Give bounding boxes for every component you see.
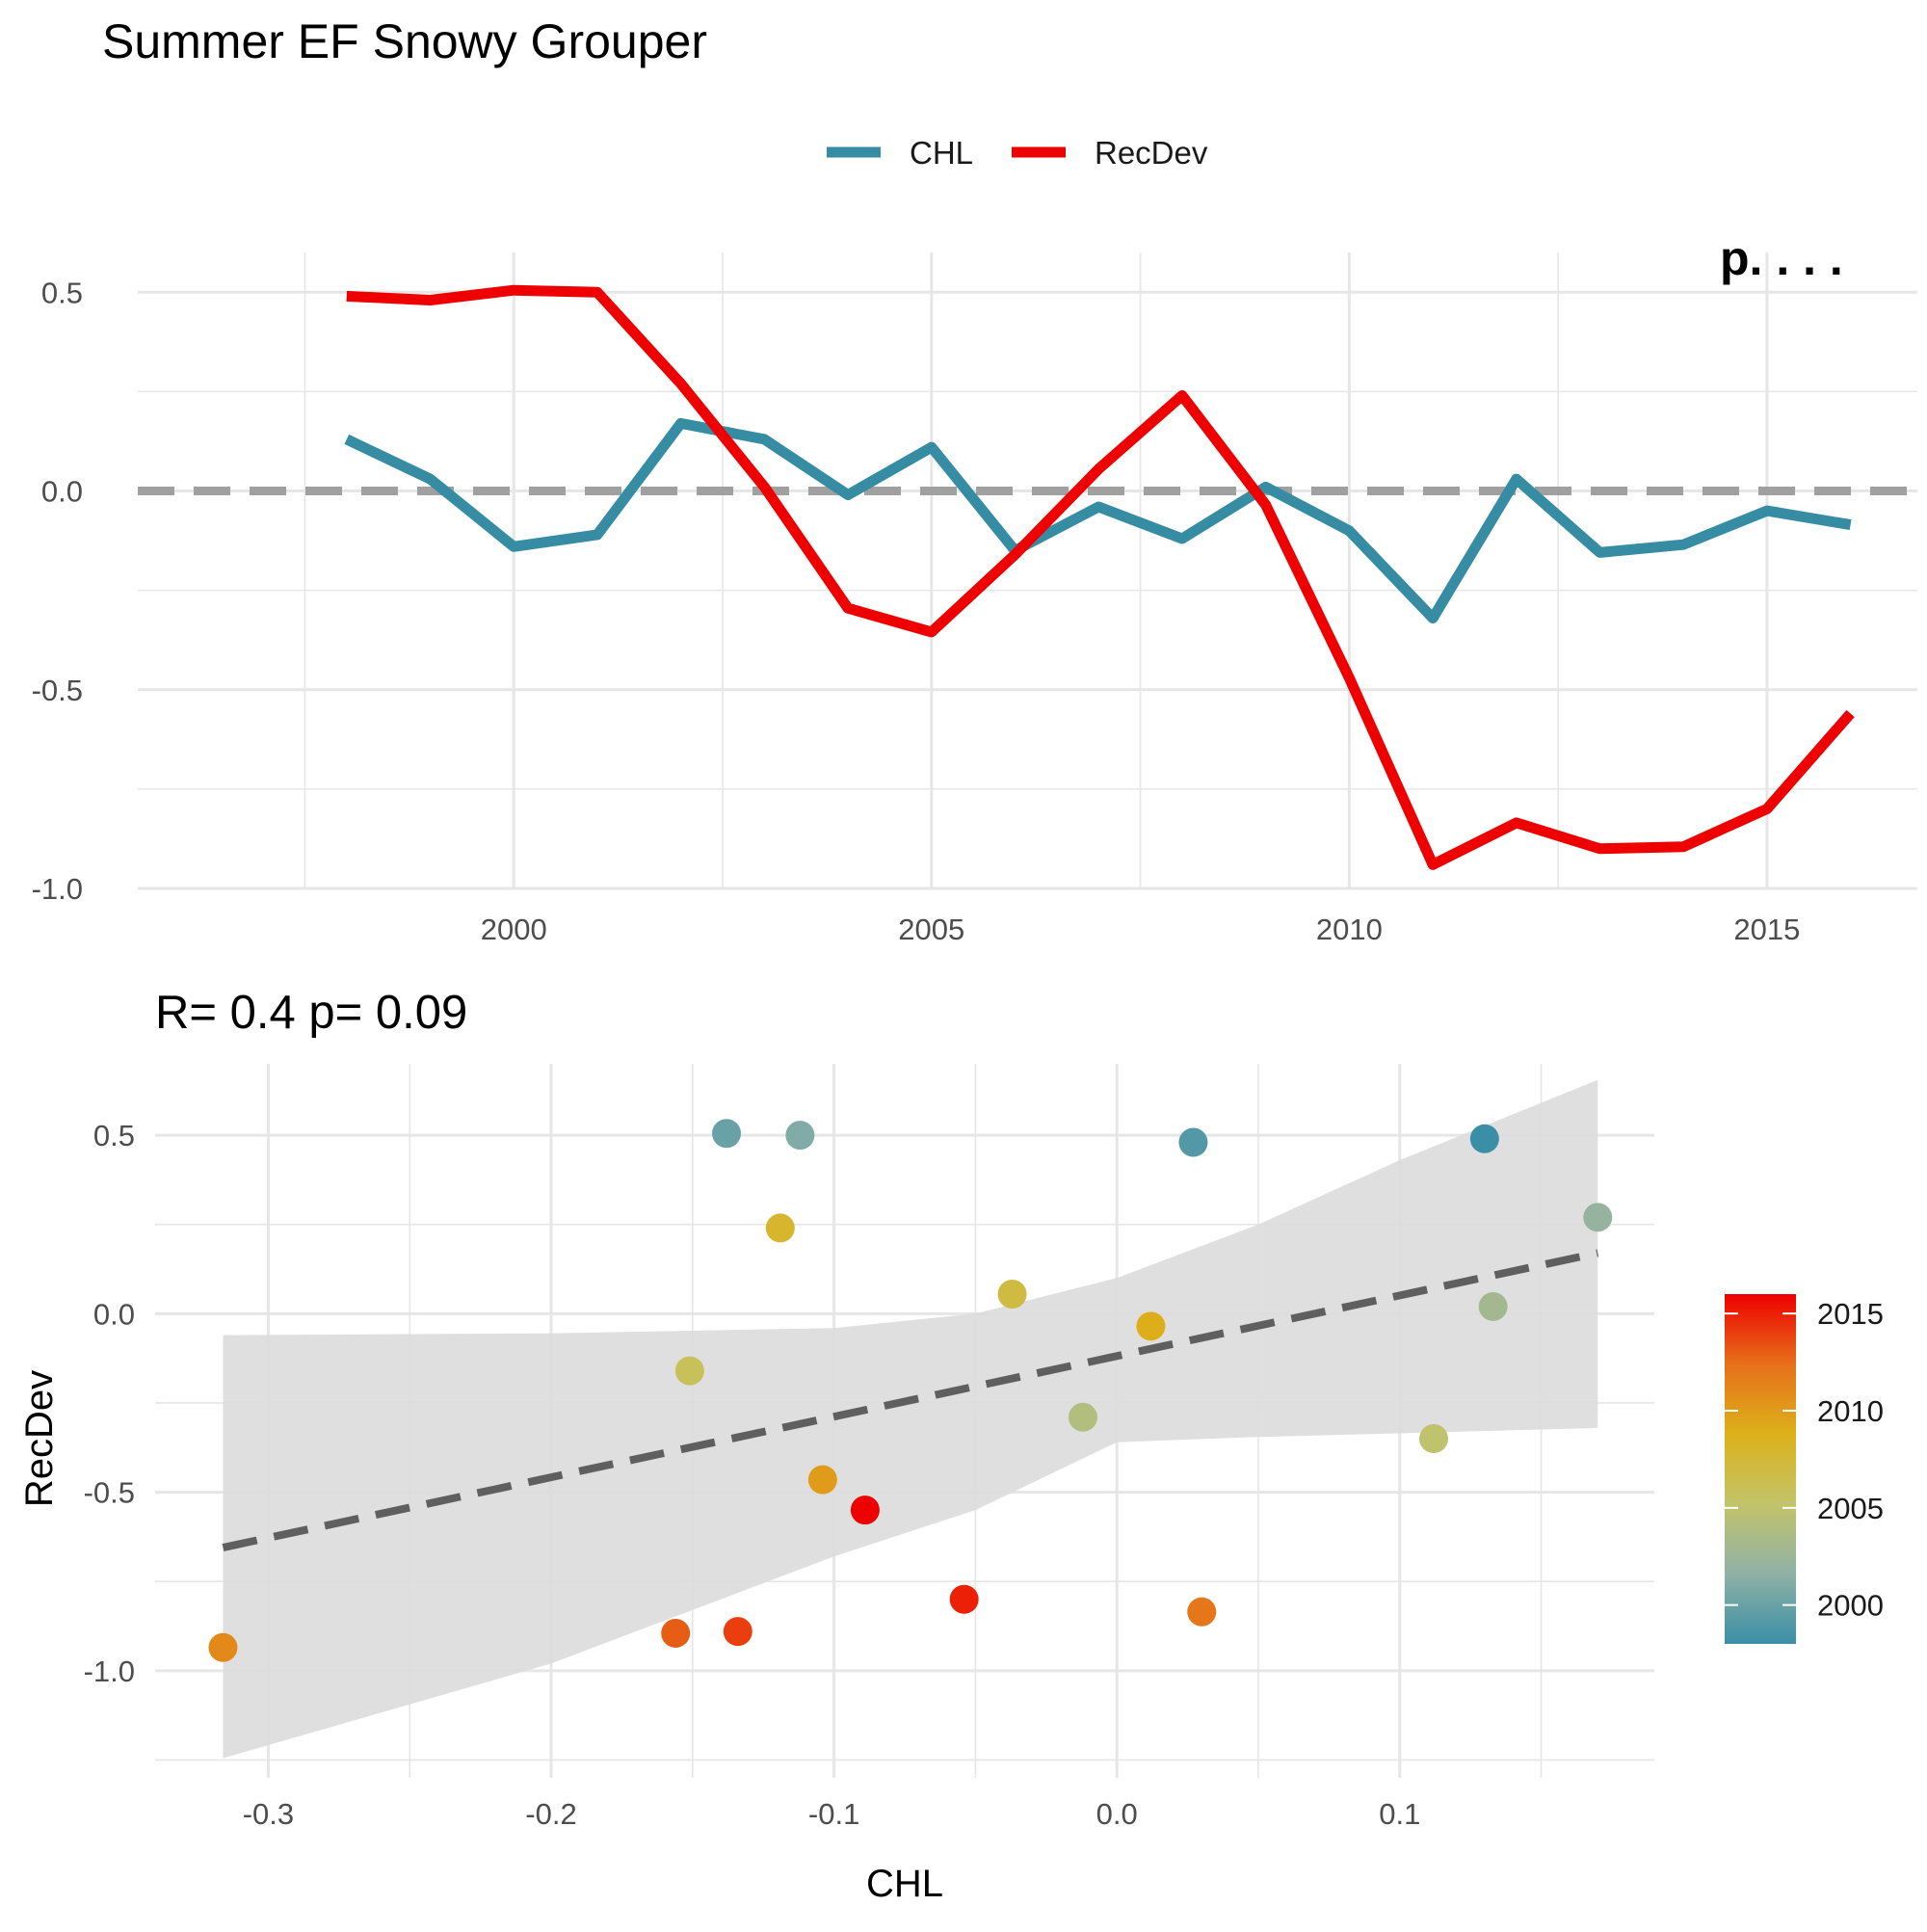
colorbar-label: 2005 — [1817, 1492, 1884, 1525]
trend-line — [222, 1249, 1599, 1551]
y-tick-label: -0.5 — [32, 674, 83, 707]
y-tick-label: 0.5 — [41, 276, 83, 309]
scatter-point — [712, 1119, 742, 1149]
scatter-annotation: R= 0.4 p= 0.09 — [155, 987, 468, 1039]
y-tick-label: 0.0 — [41, 475, 83, 509]
x-tick-label: 2010 — [1316, 913, 1383, 946]
x-axis-title: CHL — [866, 1863, 943, 1905]
y-tick-label: -1.0 — [32, 872, 83, 906]
colorbar-label: 2015 — [1817, 1297, 1884, 1331]
y-tick-label: -0.5 — [84, 1476, 135, 1510]
scatter-point — [661, 1618, 691, 1648]
colorbar: 2015 2010 2005 2000 — [1725, 1294, 1884, 1644]
colorbar-label: 2000 — [1817, 1589, 1884, 1623]
corner-label-partial: p. . . . — [1720, 231, 1843, 285]
y-tick-label: 0.0 — [93, 1297, 135, 1331]
scatter-point — [997, 1279, 1027, 1309]
confidence-ribbon — [223, 1079, 1598, 1759]
scatter-point — [1419, 1424, 1449, 1454]
colorbar-bar — [1725, 1294, 1796, 1644]
legend-label: CHL — [910, 135, 973, 171]
x-tick-label: -0.2 — [525, 1797, 576, 1831]
corner-label-mask — [1705, 173, 1927, 251]
y-axis-title: RecDev — [18, 1370, 61, 1507]
scatter-point — [208, 1632, 238, 1662]
scatter-point — [1178, 1127, 1208, 1157]
scatter-panel: -0.3 -0.2 -0.1 0.0 0.1 -1.0 -0.5 0.0 0.5 CHL RecDe… — [18, 1064, 1654, 1905]
scatter-point — [1136, 1311, 1166, 1341]
colorbar-label: 2010 — [1817, 1394, 1884, 1428]
scatter-point — [1469, 1124, 1499, 1153]
scatter-point — [1478, 1291, 1508, 1321]
scatter-point — [674, 1356, 704, 1386]
scatter-point — [850, 1495, 880, 1525]
x-tick-label: 2000 — [481, 913, 547, 946]
scatter-point — [785, 1121, 815, 1151]
chart-title: Summer EF Snowy Grouper — [102, 14, 707, 68]
x-tick-label: 2005 — [898, 913, 964, 946]
y-tick-label: -1.0 — [84, 1654, 135, 1688]
scatter-point — [1187, 1597, 1217, 1627]
legend-label: RecDev — [1095, 135, 1208, 171]
scatter-point — [949, 1584, 979, 1614]
scatter-point — [765, 1213, 795, 1243]
scatter-point — [723, 1617, 752, 1647]
scatter-point — [807, 1465, 837, 1495]
x-tick-label: -0.3 — [243, 1797, 294, 1831]
x-tick-label: 0.1 — [1379, 1797, 1420, 1831]
series-line-recdev — [346, 284, 1855, 870]
x-tick-label: 2015 — [1733, 913, 1800, 946]
x-tick-label: -0.1 — [808, 1797, 859, 1831]
scatter-point — [1068, 1402, 1097, 1432]
series-line-chl — [344, 417, 1852, 623]
x-tick-label: 0.0 — [1096, 1797, 1138, 1831]
scatter-point — [1583, 1203, 1613, 1232]
legend: CHL RecDev — [827, 135, 1208, 171]
y-tick-label: 0.5 — [93, 1119, 135, 1152]
line-grid — [138, 252, 1917, 890]
